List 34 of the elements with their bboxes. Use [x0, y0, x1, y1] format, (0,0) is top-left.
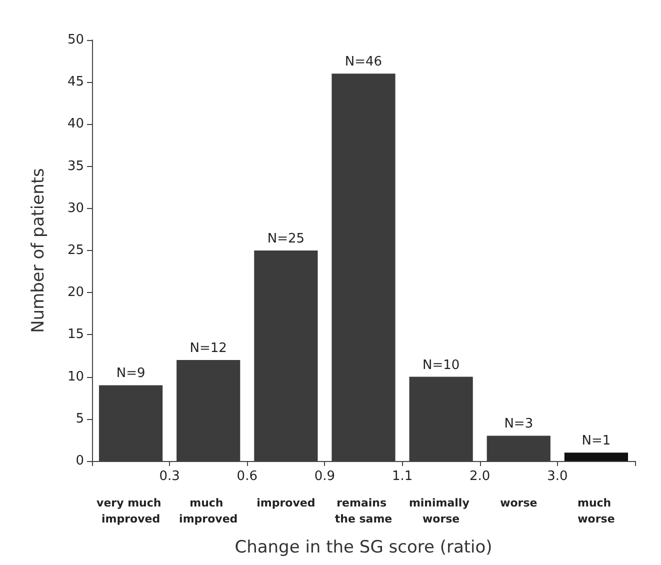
y-tick-label: 15 — [67, 327, 84, 342]
text: 3.0 — [547, 469, 568, 484]
y-tick-label: 5 — [76, 411, 84, 426]
x-tick-label: remains the same — [334, 496, 392, 526]
data-label: N=3 — [504, 416, 534, 432]
x-tick-label: much worse — [577, 496, 615, 526]
x-tick-label: much improved — [179, 496, 238, 526]
x-axis-title: Change in the SG score (ratio) — [234, 538, 492, 558]
text: 0.3 — [159, 469, 180, 484]
y-tick-label: 40 — [67, 116, 84, 132]
x-tick-label: minimally worse — [408, 496, 474, 526]
y-tick-label: 25 — [67, 243, 84, 258]
data-label: N=46 — [344, 54, 382, 70]
text: 1.1 — [392, 469, 413, 484]
y-axis-title: Number of patients — [28, 168, 48, 333]
y-tick-label: 10 — [67, 369, 84, 384]
data-label: N=9 — [116, 366, 146, 382]
x-tick-label: improved — [256, 496, 316, 510]
bar — [564, 452, 628, 461]
y-tick-label: 35 — [67, 158, 84, 174]
x-tick-label: very much improved — [96, 496, 166, 526]
data-label: N=25 — [267, 232, 305, 246]
y-tick-label: 50 — [67, 32, 84, 48]
x-tick-label: worse — [500, 496, 538, 510]
data-label: N=12 — [190, 340, 227, 356]
text: 2.0 — [470, 469, 490, 484]
text: 0.6 — [236, 469, 258, 484]
y-tick-label: 20 — [67, 285, 84, 300]
data-label: N=1 — [582, 434, 611, 449]
y-tick-label: 30 — [67, 200, 84, 216]
y-tick-label: 45 — [67, 74, 84, 90]
data-label: N=10 — [422, 358, 460, 373]
text: 0.9 — [314, 469, 336, 484]
y-tick-label: 0 — [76, 454, 84, 468]
